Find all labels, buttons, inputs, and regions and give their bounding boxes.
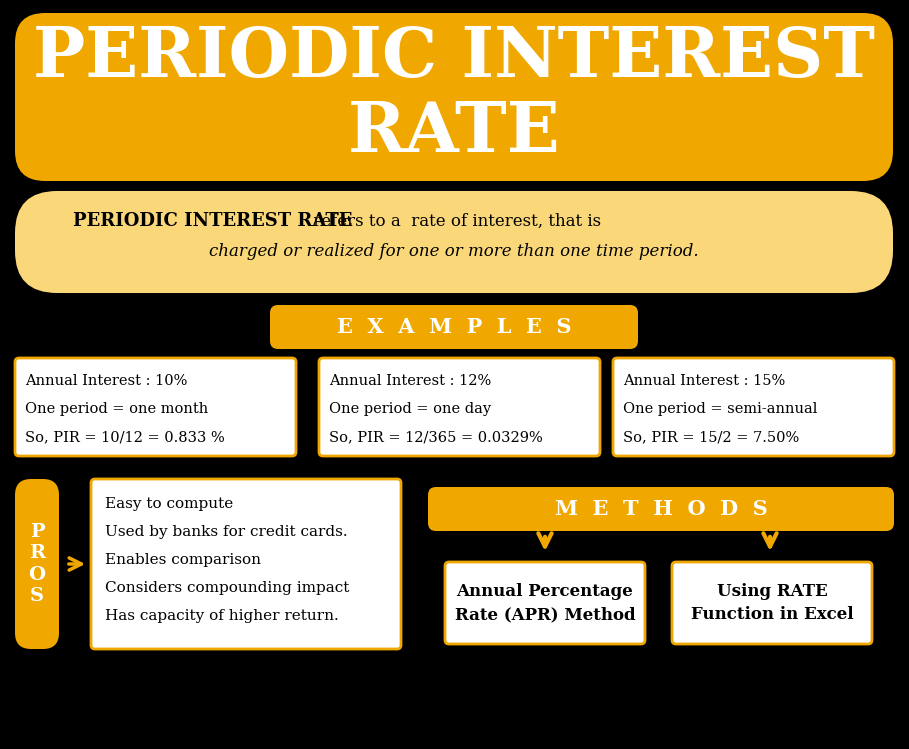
Text: Using RATE
Function in Excel: Using RATE Function in Excel xyxy=(691,583,854,623)
Text: Annual Percentage
Rate (APR) Method: Annual Percentage Rate (APR) Method xyxy=(454,583,635,623)
Text: Used by banks for credit cards.: Used by banks for credit cards. xyxy=(105,525,347,539)
Text: So, PIR = 10/12 = 0.833 %: So, PIR = 10/12 = 0.833 % xyxy=(25,430,225,444)
Text: One period = one day: One period = one day xyxy=(329,402,491,416)
FancyBboxPatch shape xyxy=(15,358,296,456)
Text: refers to a  rate of interest, that is: refers to a rate of interest, that is xyxy=(308,213,601,229)
Text: P
R
O
S: P R O S xyxy=(28,523,45,605)
FancyBboxPatch shape xyxy=(15,479,59,649)
FancyBboxPatch shape xyxy=(445,562,645,644)
FancyBboxPatch shape xyxy=(613,358,894,456)
Text: E  X  A  M  P  L  E  S: E X A M P L E S xyxy=(336,317,571,337)
FancyBboxPatch shape xyxy=(15,13,893,181)
Text: M  E  T  H  O  D  S: M E T H O D S xyxy=(554,499,767,519)
Text: Annual Interest : 12%: Annual Interest : 12% xyxy=(329,374,491,388)
FancyBboxPatch shape xyxy=(15,191,893,293)
Text: Easy to compute: Easy to compute xyxy=(105,497,234,511)
Text: Enables comparison: Enables comparison xyxy=(105,553,261,567)
Text: PERIODIC INTEREST RATE: PERIODIC INTEREST RATE xyxy=(73,212,353,230)
Text: PERIODIC INTEREST
RATE: PERIODIC INTEREST RATE xyxy=(33,24,875,166)
FancyBboxPatch shape xyxy=(270,305,638,349)
Text: Annual Interest : 15%: Annual Interest : 15% xyxy=(623,374,785,388)
Text: Has capacity of higher return.: Has capacity of higher return. xyxy=(105,609,339,623)
Text: charged or realized for one or more than one time period.: charged or realized for one or more than… xyxy=(209,243,699,259)
Text: So, PIR = 12/365 = 0.0329%: So, PIR = 12/365 = 0.0329% xyxy=(329,430,543,444)
FancyBboxPatch shape xyxy=(672,562,872,644)
Text: One period = semi-annual: One period = semi-annual xyxy=(623,402,817,416)
Text: One period = one month: One period = one month xyxy=(25,402,208,416)
FancyBboxPatch shape xyxy=(91,479,401,649)
Text: Considers compounding impact: Considers compounding impact xyxy=(105,581,349,595)
Text: Annual Interest : 10%: Annual Interest : 10% xyxy=(25,374,187,388)
FancyBboxPatch shape xyxy=(428,487,894,531)
Text: So, PIR = 15/2 = 7.50%: So, PIR = 15/2 = 7.50% xyxy=(623,430,799,444)
FancyBboxPatch shape xyxy=(319,358,600,456)
